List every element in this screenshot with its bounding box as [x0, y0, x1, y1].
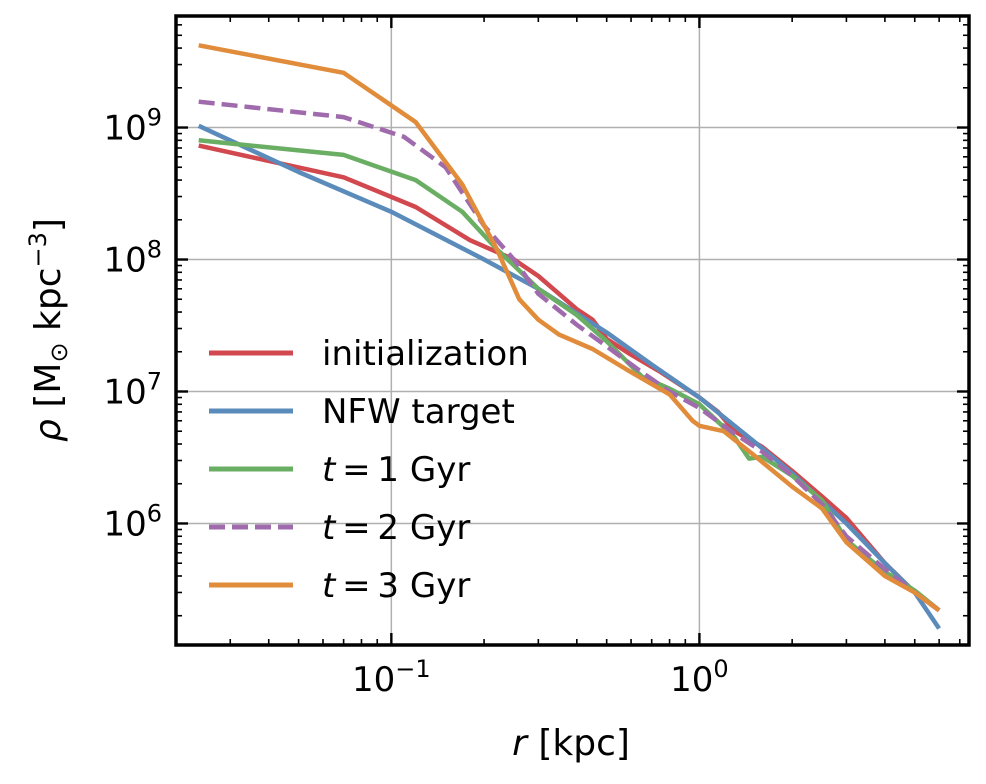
y-tick-label: 108: [103, 236, 162, 281]
legend-label-4: t = 3 Gyr: [322, 566, 470, 606]
legend: initialization NFW target t = 1 Gyr t = 2 G…: [209, 334, 529, 606]
x-tick-labels: 10−1 100: [352, 655, 729, 700]
series-line-4: [198, 43, 941, 613]
y-tick-base: 10: [103, 109, 146, 149]
x-tick-label: 100: [670, 655, 729, 700]
x-tick-base: 10: [670, 660, 713, 700]
x-tick-base: 10: [352, 660, 395, 700]
x-tick-exponent: −1: [395, 655, 430, 683]
y-tick-label: 109: [103, 104, 162, 149]
grid-lines: [176, 16, 969, 645]
y-tick-exponent: 9: [147, 104, 162, 132]
y-tick-label: 107: [103, 367, 162, 412]
y-tick-base: 10: [103, 372, 146, 412]
plot-frame: [174, 14, 971, 647]
x-tick-exponent: 0: [713, 655, 728, 683]
legend-label-0: initialization: [322, 334, 529, 374]
y-axis-label: ρ [M⊙ kpc−3]: [24, 218, 73, 442]
x-axis-label: r [kpc]: [512, 723, 630, 764]
legend-label-2: t = 1 Gyr: [322, 450, 470, 490]
x-tick-label: 10−1: [352, 655, 431, 700]
y-tick-base: 10: [103, 241, 146, 281]
legend-label-3: t = 2 Gyr: [322, 508, 470, 548]
y-tick-exponent: 8: [147, 236, 162, 264]
series-line-1: [197, 123, 941, 630]
legend-label-1: NFW target: [322, 392, 515, 432]
series-line-0: [198, 143, 941, 613]
y-tick-base: 10: [103, 504, 146, 544]
y-tick-exponent: 6: [147, 499, 162, 527]
series-line-2: [198, 138, 941, 613]
y-tick-label: 106: [103, 499, 162, 544]
series-line-3: [198, 99, 941, 613]
data-series: [197, 43, 941, 630]
y-tick-exponent: 7: [147, 367, 162, 395]
